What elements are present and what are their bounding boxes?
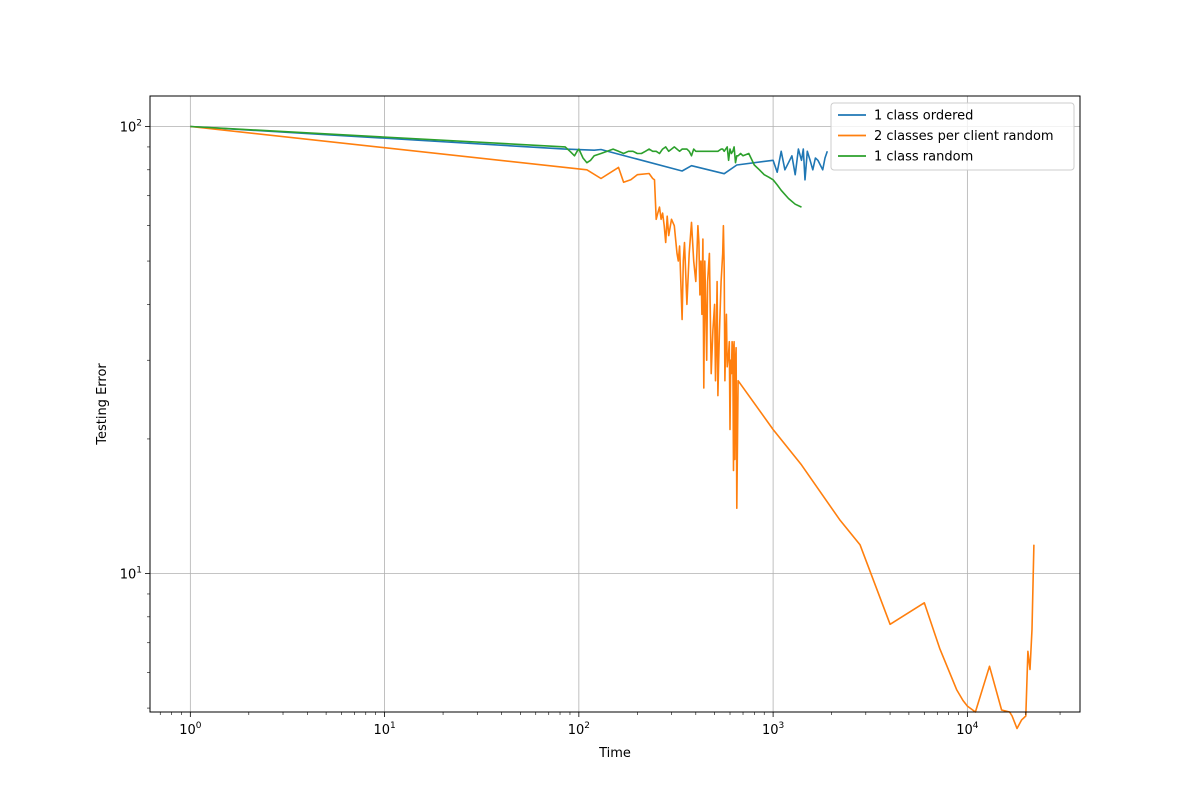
series-line-1 (190, 125, 829, 181)
legend-label-3: 1 class random (874, 150, 973, 165)
y-axis-label: Testing Error (95, 363, 110, 446)
legend-label-2: 2 classes per client random (874, 129, 1054, 144)
legend-box (830, 102, 1075, 171)
series-group (190, 125, 1035, 730)
plot-frame (149, 95, 1081, 713)
series-line-3 (190, 125, 802, 208)
series-line-2 (190, 125, 1035, 730)
legend-label-1: 1 class ordered (874, 109, 973, 124)
x-axis-label: Time (598, 746, 631, 761)
legend: 1 class ordered 2 classes per client rand… (830, 102, 1075, 171)
